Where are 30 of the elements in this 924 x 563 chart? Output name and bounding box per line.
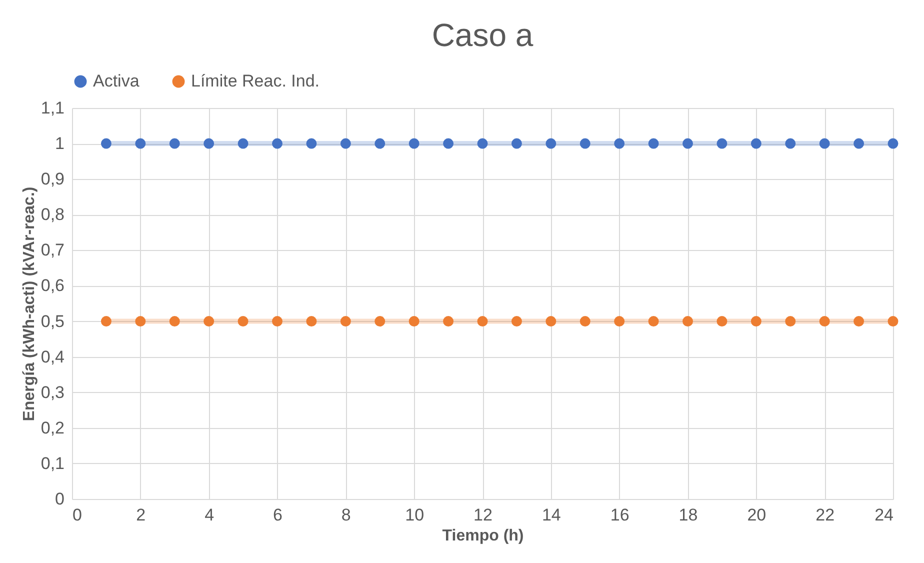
- chart-title: Caso a: [432, 17, 534, 53]
- x-tick-label: 18: [678, 506, 698, 524]
- x-tick-label: 16: [610, 506, 630, 524]
- x-tick-label: 14: [542, 506, 561, 524]
- x-tick-label: 24: [874, 506, 894, 524]
- x-tick-label: 20: [747, 506, 766, 524]
- x-tick-label: 2: [136, 506, 146, 524]
- y-tick-label: 0: [55, 490, 64, 508]
- x-tick-label: 0: [72, 506, 82, 524]
- y-tick-label: 1: [55, 134, 64, 154]
- y-tick-label: 0,6: [40, 276, 64, 296]
- x-tick-label: 10: [405, 506, 424, 524]
- y-tick-label: 0,1: [40, 454, 64, 473]
- x-tick-label: 22: [816, 506, 835, 524]
- legend-label: Activa: [93, 72, 140, 91]
- y-tick-label: 0,7: [40, 240, 64, 260]
- x-tick-label: 6: [273, 506, 282, 524]
- x-tick-label: 8: [341, 506, 351, 524]
- y-tick-label: 0,4: [40, 347, 64, 366]
- y-axis-title: Energía (kWh-acti) (kVAr-reac.): [20, 186, 38, 422]
- x-axis-title: Tiempo (h): [442, 528, 524, 544]
- y-tick-label: 0,9: [40, 170, 64, 189]
- y-tick-label: 1,1: [40, 98, 64, 118]
- legend-label: Límite Reac. Ind.: [191, 72, 320, 91]
- x-tick-label: 12: [474, 506, 492, 524]
- x-tick-label: 4: [204, 506, 214, 524]
- y-tick-label: 0,2: [40, 418, 64, 438]
- y-tick-label: 0,5: [40, 312, 64, 331]
- y-tick-label: 0,3: [40, 382, 64, 402]
- y-tick-label: 0,8: [40, 205, 64, 224]
